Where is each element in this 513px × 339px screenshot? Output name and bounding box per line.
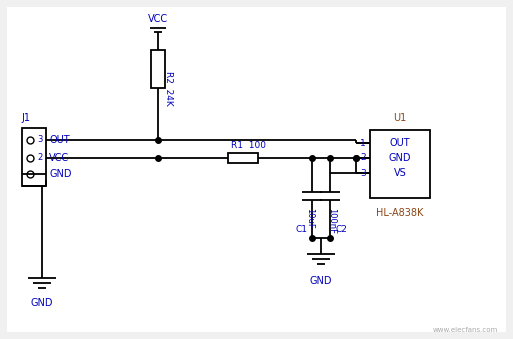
- Text: 3: 3: [37, 136, 43, 144]
- Text: GND: GND: [389, 153, 411, 163]
- Text: OUT: OUT: [49, 135, 70, 145]
- Text: VS: VS: [393, 168, 406, 178]
- Text: GND: GND: [31, 298, 53, 308]
- Text: HL-A838K: HL-A838K: [377, 208, 424, 218]
- Text: GND: GND: [49, 169, 71, 179]
- Bar: [228, 153, 258, 163]
- Text: www.elecfans.com: www.elecfans.com: [433, 327, 498, 333]
- Text: R2  24K: R2 24K: [164, 71, 172, 106]
- Text: C2: C2: [335, 225, 347, 235]
- Text: U1: U1: [393, 113, 407, 123]
- Text: VCC: VCC: [148, 14, 168, 24]
- Text: R1  100: R1 100: [231, 141, 266, 150]
- Bar: [151, 50, 165, 88]
- Text: 100nF: 100nF: [327, 208, 337, 234]
- Text: 1: 1: [360, 139, 366, 147]
- Text: GND: GND: [310, 276, 332, 286]
- Text: C1: C1: [295, 225, 307, 235]
- Text: 10uF: 10uF: [306, 208, 314, 229]
- Bar: [370, 130, 430, 198]
- Text: J1: J1: [21, 113, 30, 123]
- Text: 2: 2: [360, 154, 366, 162]
- Text: 2: 2: [38, 154, 43, 162]
- Bar: [22, 128, 46, 186]
- Text: 3: 3: [360, 168, 366, 178]
- Text: VCC: VCC: [49, 153, 69, 163]
- Text: OUT: OUT: [390, 138, 410, 148]
